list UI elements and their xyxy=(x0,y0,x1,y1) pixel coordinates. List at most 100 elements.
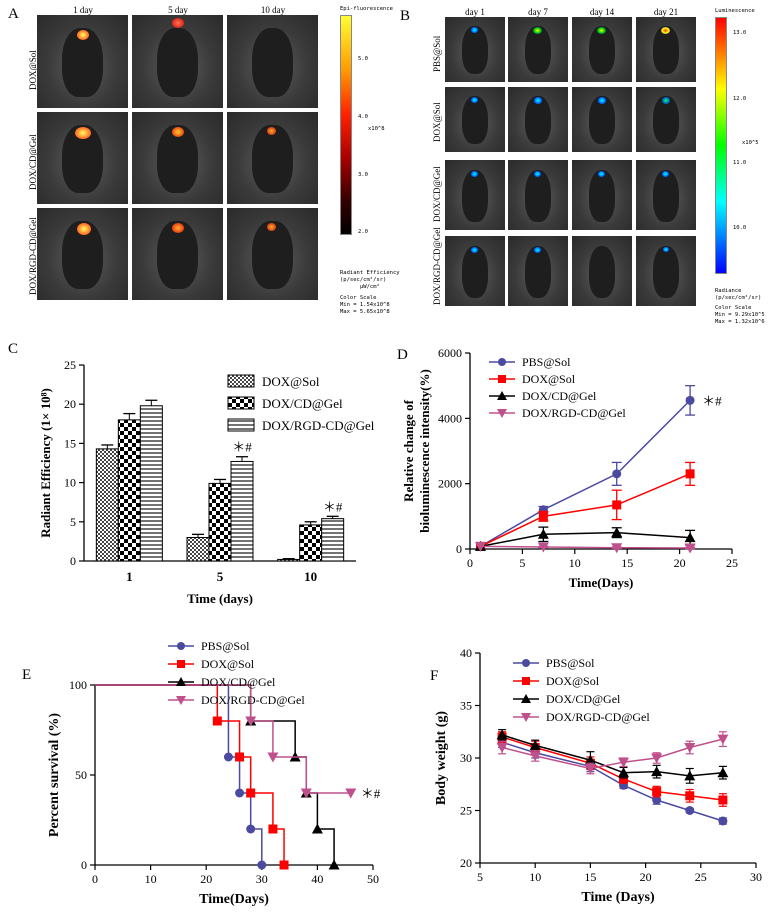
scale-a-title: Epi-fluorescence xyxy=(340,6,393,12)
scale-a-tick-1: 5.0 xyxy=(358,56,368,62)
data-point xyxy=(611,543,623,554)
scale-b-max: Max = 1.32x10^6 xyxy=(715,319,765,325)
scale-a-colorbar xyxy=(340,15,352,235)
legend-marker xyxy=(521,694,531,703)
legend-marker xyxy=(176,677,186,686)
x-tick-label: 20 xyxy=(674,556,686,570)
scale-b-tick-4: 10.0 xyxy=(733,225,747,231)
x-axis-label: Time (days) xyxy=(187,591,253,606)
chart-e: E 0 50 100 0 10 20 30 40 50 ＊# PBS@Sol DOX@Sol DOX/CD… xyxy=(22,639,381,907)
x-tick-label: 10 xyxy=(569,556,581,570)
data-point xyxy=(718,795,728,805)
series-line xyxy=(480,399,691,548)
scale-b-color-scale: Color Scale xyxy=(715,305,752,311)
mouse-image-a-r3-c1 xyxy=(37,208,128,300)
data-point xyxy=(652,787,662,797)
series-line xyxy=(480,545,691,549)
y-tick-label: 15 xyxy=(64,436,76,450)
panel-a-col-1: 1 day xyxy=(73,5,93,15)
data-point xyxy=(245,716,257,727)
series-DOX/CD@Gel xyxy=(496,729,729,784)
mouse-image-b-r1-c2 xyxy=(508,17,568,82)
x-axis-label: Time(Days) xyxy=(569,575,634,590)
legend-marker xyxy=(498,375,506,383)
x-tick-label: 10 xyxy=(529,870,541,884)
survival-line xyxy=(95,684,335,865)
scale-a-min: Min = 1.54x10^8 xyxy=(340,302,390,308)
y-tick-label: 25 xyxy=(64,358,76,372)
legend-marker xyxy=(177,660,185,668)
mouse-image-a-r3-c2 xyxy=(132,208,223,300)
data-point xyxy=(651,753,663,764)
data-point xyxy=(496,729,508,740)
data-point xyxy=(651,766,663,777)
data-point xyxy=(612,500,622,510)
y-tick-label: 20 xyxy=(460,856,472,870)
panel-b: B day 1 day 7 day 14 day 21 PBS@Sol DOX@… xyxy=(390,0,769,325)
x-tick-label: 5 xyxy=(477,870,483,884)
y-tick-label: 20 xyxy=(64,397,76,411)
y-axis-label-2: bioluminescence intensity(%) xyxy=(417,369,432,533)
legend-label: DOX/CD@Gel xyxy=(201,675,276,689)
data-point xyxy=(529,751,541,762)
data-point xyxy=(618,757,630,768)
legend-swatch xyxy=(227,418,255,432)
mouse-image-b-r3-c4 xyxy=(636,160,696,230)
bar xyxy=(230,460,254,562)
scale-b-tick-2: 12.0 xyxy=(733,96,747,102)
mouse-image-b-r2-c4 xyxy=(636,87,696,152)
data-point xyxy=(328,859,340,870)
bar xyxy=(299,524,323,562)
mouse-image-b-r2-c2 xyxy=(508,87,568,152)
legend-label: DOX@Sol xyxy=(522,372,576,386)
mouse-image-a-r1-c3 xyxy=(227,15,318,108)
x-tick-label: 30 xyxy=(256,872,268,886)
y-tick-label: 25 xyxy=(460,804,472,818)
data-point xyxy=(246,788,256,798)
y-tick-label: 0 xyxy=(81,858,87,872)
x-tick-label: 15 xyxy=(584,870,596,884)
data-point xyxy=(537,528,549,539)
mouse-image-a-r2-c1 xyxy=(37,112,128,204)
data-point xyxy=(584,764,596,774)
legend-label: DOX@Sol xyxy=(546,674,600,688)
significance-annotation: ＊# xyxy=(702,393,722,408)
data-point xyxy=(684,743,696,753)
legend-marker xyxy=(522,659,530,667)
series-line xyxy=(480,531,691,548)
x-tick-label: 50 xyxy=(367,872,379,886)
data-point xyxy=(268,824,278,834)
bar xyxy=(117,419,141,562)
significance-annotation: ＊# xyxy=(361,786,381,801)
x-tick-label: 30 xyxy=(750,870,762,884)
scale-a-tick-4: 2.0 xyxy=(358,229,368,235)
panel-f-label: F xyxy=(430,668,438,684)
x-tick-label: 20 xyxy=(640,870,652,884)
mouse-image-b-r4-c3 xyxy=(572,236,632,306)
scale-b-tick-3: 11.0 xyxy=(733,160,747,166)
y-tick-label: 4000 xyxy=(438,411,462,425)
scale-a-exponent: x10^8 xyxy=(368,126,385,132)
mouse-image-b-r1-c3 xyxy=(572,17,632,82)
bar xyxy=(186,536,210,562)
y-tick-label: 35 xyxy=(460,699,472,713)
mouse-image-a-r2-c3 xyxy=(227,112,318,204)
x-tick-label: 1 xyxy=(126,569,133,584)
panel-b-col-1: day 1 xyxy=(465,7,485,17)
legend-label: PBS@Sol xyxy=(201,639,250,653)
y-axis-label-1: Relative change of xyxy=(401,399,416,501)
series-DOX@Sol xyxy=(475,461,696,551)
y-axis-label: Body weight (g) xyxy=(434,711,449,805)
panel-c-label: C xyxy=(8,341,18,357)
survival-line xyxy=(95,684,351,794)
scale-b-tick-1: 13.0 xyxy=(733,30,747,36)
legend-marker xyxy=(497,391,507,400)
data-point xyxy=(496,743,508,753)
legend-swatch xyxy=(227,374,255,388)
data-point xyxy=(246,824,256,834)
x-tick-label: 25 xyxy=(695,870,707,884)
survival-line xyxy=(95,684,285,865)
legend-marker xyxy=(177,642,185,650)
data-point xyxy=(611,527,623,538)
